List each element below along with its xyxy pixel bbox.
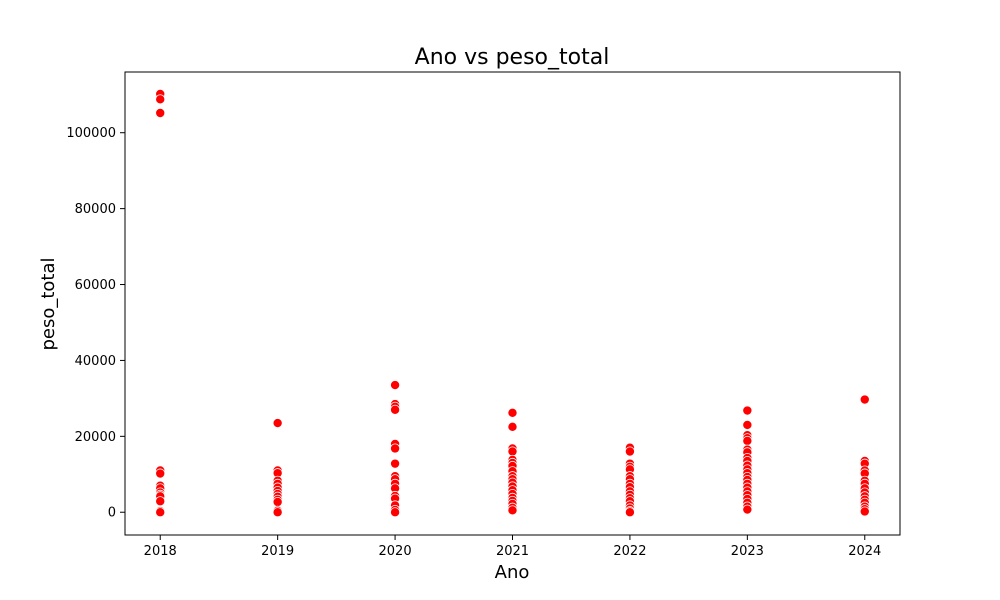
- data-point: [742, 435, 753, 446]
- x-tick-label: 2020: [379, 544, 412, 559]
- data-point: [390, 458, 401, 469]
- y-tick-label: 100000: [66, 126, 116, 141]
- x-axis-ticks: 2018 2019 2020 2021 2022 2023 2024: [144, 535, 881, 559]
- data-point: [507, 407, 518, 418]
- data-point: [272, 507, 283, 518]
- data-point: [742, 419, 753, 430]
- data-point: [155, 496, 166, 507]
- data-point: [624, 507, 635, 518]
- data-point: [742, 504, 753, 515]
- data-point: [272, 496, 283, 507]
- y-tick-label: 60000: [75, 278, 116, 293]
- data-point: [390, 404, 401, 415]
- data-point: [507, 505, 518, 516]
- y-tick-label: 20000: [75, 430, 116, 445]
- x-tick-label: 2021: [496, 544, 529, 559]
- y-axis-ticks: 0 20000 40000 60000 80000 100000: [66, 126, 125, 521]
- data-point: [390, 507, 401, 518]
- x-tick-label: 2023: [731, 544, 764, 559]
- data-point: [155, 507, 166, 518]
- data-point: [859, 394, 870, 405]
- points-layer: [155, 89, 870, 518]
- data-point: [155, 468, 166, 479]
- y-tick-label: 0: [108, 506, 116, 521]
- data-point: [390, 443, 401, 454]
- data-point: [742, 405, 753, 416]
- data-point: [272, 418, 283, 429]
- data-point: [507, 421, 518, 432]
- y-tick-label: 40000: [75, 354, 116, 369]
- y-tick-label: 80000: [75, 202, 116, 217]
- data-point: [390, 380, 401, 391]
- chart-title: Ano vs peso_total: [415, 45, 610, 70]
- data-point: [624, 446, 635, 457]
- x-tick-label: 2024: [848, 544, 881, 559]
- data-point: [155, 107, 166, 118]
- data-point: [507, 446, 518, 457]
- x-axis-label: Ano: [495, 562, 530, 583]
- data-point: [859, 506, 870, 517]
- x-tick-label: 2022: [613, 544, 646, 559]
- x-tick-label: 2019: [261, 544, 294, 559]
- x-tick-label: 2018: [144, 544, 177, 559]
- y-axis-label: peso_total: [38, 257, 59, 350]
- data-point: [155, 94, 166, 105]
